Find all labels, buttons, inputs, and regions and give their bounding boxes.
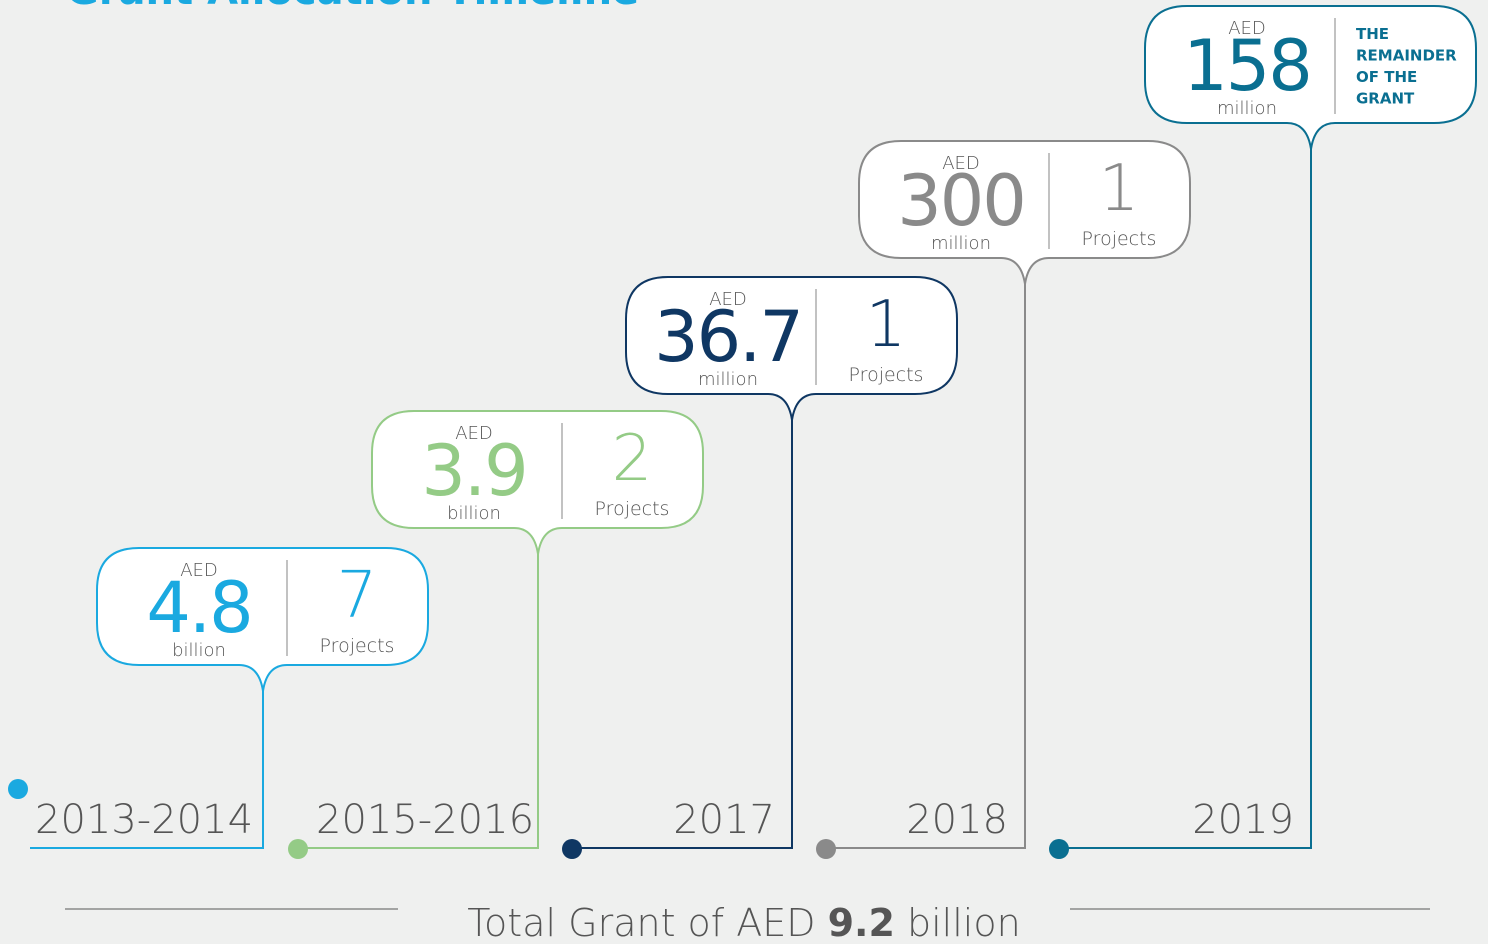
unit: million (1217, 98, 1277, 119)
timeline-connector (572, 420, 793, 849)
amount: 36.7 (654, 296, 802, 378)
period: 2015-2016 (316, 797, 534, 843)
amount: 300 (897, 160, 1025, 242)
currency: AED (1228, 18, 1266, 39)
note-line: OF THE (1356, 68, 1417, 86)
project-label: Projects (595, 498, 670, 520)
unit: billion (447, 503, 501, 524)
footer-prefix: Total Grant of AED (467, 901, 827, 944)
note-line: THE (1356, 25, 1389, 43)
currency: AED (709, 289, 747, 310)
timeline-connector (30, 691, 264, 849)
note-line: REMAINDER (1356, 47, 1457, 65)
project-count: 1 (1099, 152, 1140, 226)
period: 2018 (906, 797, 1008, 843)
project-label: Projects (1082, 228, 1157, 250)
callout-bubble (858, 140, 1191, 285)
timeline-dot (816, 839, 836, 859)
timeline-connector (826, 284, 1026, 849)
currency: AED (942, 153, 980, 174)
amount: 4.8 (146, 567, 251, 649)
period: 2013-2014 (35, 797, 253, 843)
currency: AED (180, 560, 218, 581)
callout-bubble (625, 276, 958, 421)
title: Grant Allocation Timeline (66, 0, 639, 14)
timeline-dot (288, 839, 308, 859)
currency: AED (455, 423, 493, 444)
footer-total: Total Grant of AED 9.2 billion (467, 901, 1020, 944)
note-line: GRANT (1356, 90, 1415, 108)
project-count: 1 (866, 288, 907, 362)
project-label: Projects (320, 635, 395, 657)
timeline-connector (298, 554, 539, 849)
footer-suffix: billion (895, 901, 1021, 944)
timeline-dot (1049, 839, 1069, 859)
unit: billion (172, 640, 226, 661)
timeline-dot (562, 839, 582, 859)
project-count: 2 (612, 422, 653, 496)
period: 2017 (673, 797, 775, 843)
timeline-connector (1059, 149, 1312, 849)
amount: 158 (1183, 25, 1311, 107)
project-label: Projects (849, 364, 924, 386)
timeline-dot (8, 779, 28, 799)
unit: million (698, 369, 758, 390)
amount: 3.9 (421, 430, 526, 512)
callout-bubble (371, 410, 704, 555)
callout-bubble (96, 547, 429, 692)
footer-amount: 9.2 (828, 901, 895, 944)
project-count: 7 (337, 559, 378, 633)
unit: million (931, 233, 991, 254)
callout-bubble (1144, 5, 1477, 150)
period: 2019 (1192, 797, 1294, 843)
